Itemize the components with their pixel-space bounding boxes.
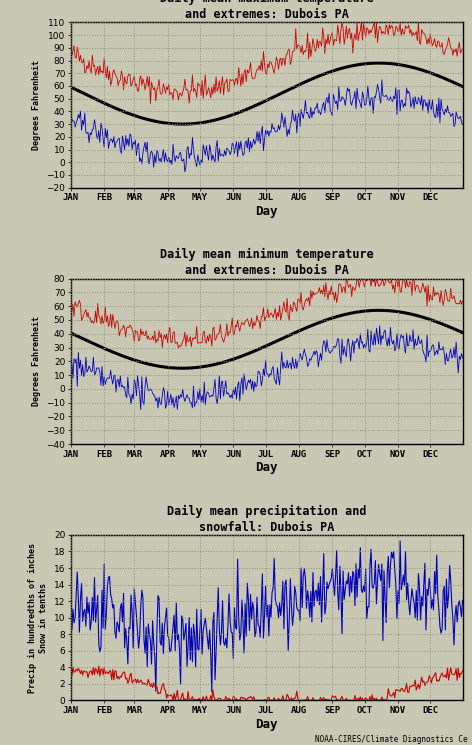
X-axis label: Day: Day: [255, 717, 278, 731]
Y-axis label: Degrees Fahrenheit: Degrees Fahrenheit: [32, 317, 41, 406]
X-axis label: Day: Day: [255, 461, 278, 475]
Text: NOAA-CIRES/Climate Diagnostics Ce: NOAA-CIRES/Climate Diagnostics Ce: [315, 735, 467, 744]
Y-axis label: Degrees Fahrenheit: Degrees Fahrenheit: [32, 60, 41, 150]
Title: Daily mean minimum temperature
and extremes: Dubois PA: Daily mean minimum temperature and extre…: [160, 248, 373, 277]
Title: Daily mean precipitation and
snowfall: Dubois PA: Daily mean precipitation and snowfall: D…: [167, 504, 366, 533]
Title: Daily mean maximum temperature
and extremes: Dubois PA: Daily mean maximum temperature and extre…: [160, 0, 373, 21]
Y-axis label: Precip in hundredths of inches
Snow in tenths: Precip in hundredths of inches Snow in t…: [28, 542, 48, 693]
X-axis label: Day: Day: [255, 205, 278, 218]
